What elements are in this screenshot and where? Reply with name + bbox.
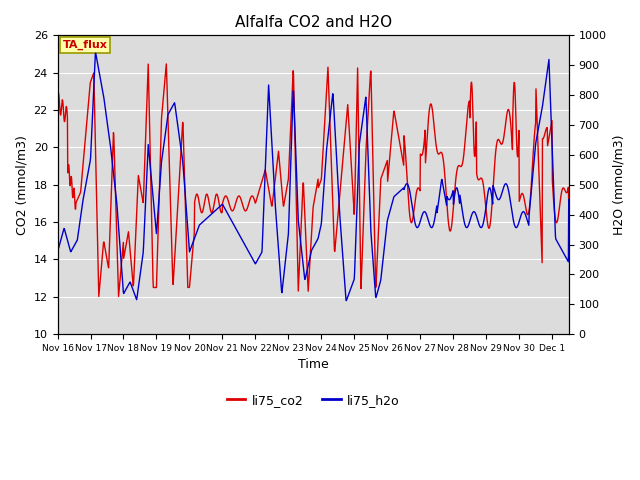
Legend: li75_co2, li75_h2o: li75_co2, li75_h2o <box>221 389 404 411</box>
X-axis label: Time: Time <box>298 359 328 372</box>
Title: Alfalfa CO2 and H2O: Alfalfa CO2 and H2O <box>235 15 392 30</box>
Y-axis label: H2O (mmol/m3): H2O (mmol/m3) <box>612 134 625 235</box>
Y-axis label: CO2 (mmol/m3): CO2 (mmol/m3) <box>15 135 28 235</box>
Text: TA_flux: TA_flux <box>63 40 108 50</box>
